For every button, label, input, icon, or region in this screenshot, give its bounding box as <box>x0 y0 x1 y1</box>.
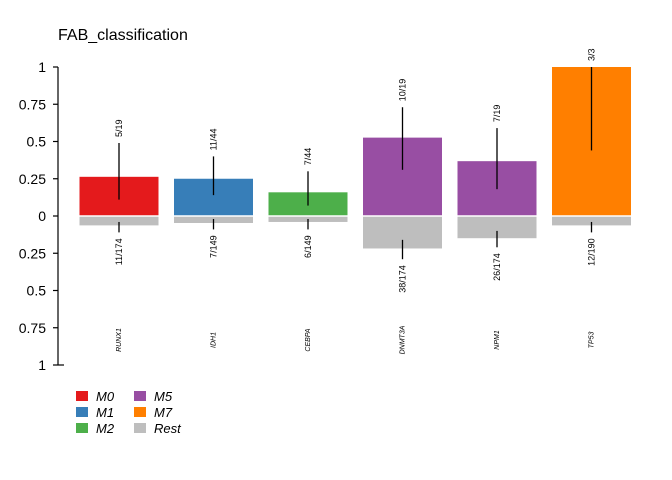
legend-swatch-rest <box>134 423 146 433</box>
y-tick-label: 0.75 <box>19 320 46 336</box>
gene-label-cebpa: CEBPA <box>305 328 312 352</box>
group-count-label: 5/19 <box>114 119 124 137</box>
group-count-label: 7/19 <box>492 105 502 123</box>
rest-count-label: 7/149 <box>209 235 219 258</box>
legend-swatch-m1 <box>76 407 88 417</box>
y-tick-label: 1 <box>38 357 46 373</box>
legend-swatch-m0 <box>76 391 88 401</box>
y-tick-label: 0.75 <box>19 96 46 112</box>
legend-swatch-m7 <box>134 407 146 417</box>
rest-bar-npm1 <box>457 216 537 239</box>
gene-label-npm1: NPM1 <box>494 330 501 350</box>
y-tick-label: 0.25 <box>19 245 46 261</box>
rest-count-label: 26/174 <box>492 253 502 281</box>
y-tick-label: 0.5 <box>27 283 47 299</box>
gene-label-idh1: IDH1 <box>211 332 218 348</box>
group-count-label: 10/19 <box>398 79 408 102</box>
group-count-label: 11/44 <box>209 129 219 151</box>
bars-layer: 5/19 11/174 RUNX1 11/44 7/149 IDH1 7/44 6/149 CE… <box>79 48 631 354</box>
legend-label-m7: M7 <box>154 405 173 420</box>
rest-bar-tp53 <box>552 216 631 226</box>
y-tick-label: 0.5 <box>27 134 47 150</box>
y-tick-label: 0.25 <box>19 171 46 187</box>
gene-label-runx1: RUNX1 <box>116 328 123 352</box>
legend-label-m5: M5 <box>154 389 173 404</box>
rest-count-label: 6/149 <box>303 235 313 258</box>
group-count-label: 7/44 <box>303 148 313 166</box>
rest-bar-runx1 <box>79 216 159 226</box>
rest-count-label: 38/174 <box>398 265 408 293</box>
legend-label-m2: M2 <box>96 421 115 436</box>
chart-title: FAB_classification <box>58 27 188 44</box>
legend-swatch-m5 <box>134 391 146 401</box>
y-tick-label: 0 <box>38 208 46 224</box>
legend-label-m1: M1 <box>96 405 114 420</box>
y-axis: 1 0.75 0.5 0.25 0 0.25 0.5 0.75 1 <box>19 59 64 373</box>
rest-count-label: 12/190 <box>587 238 597 266</box>
gene-label-dnmt3a: DNMT3A <box>400 325 407 354</box>
gene-label-tp53: TP53 <box>589 332 596 349</box>
legend-label-m0: M0 <box>96 389 115 404</box>
y-tick-label: 1 <box>38 59 46 75</box>
legend-label-rest: Rest <box>154 421 182 436</box>
legend-swatch-m2 <box>76 423 88 433</box>
rest-count-label: 11/174 <box>114 238 124 265</box>
group-count-label: 3/3 <box>587 48 597 61</box>
